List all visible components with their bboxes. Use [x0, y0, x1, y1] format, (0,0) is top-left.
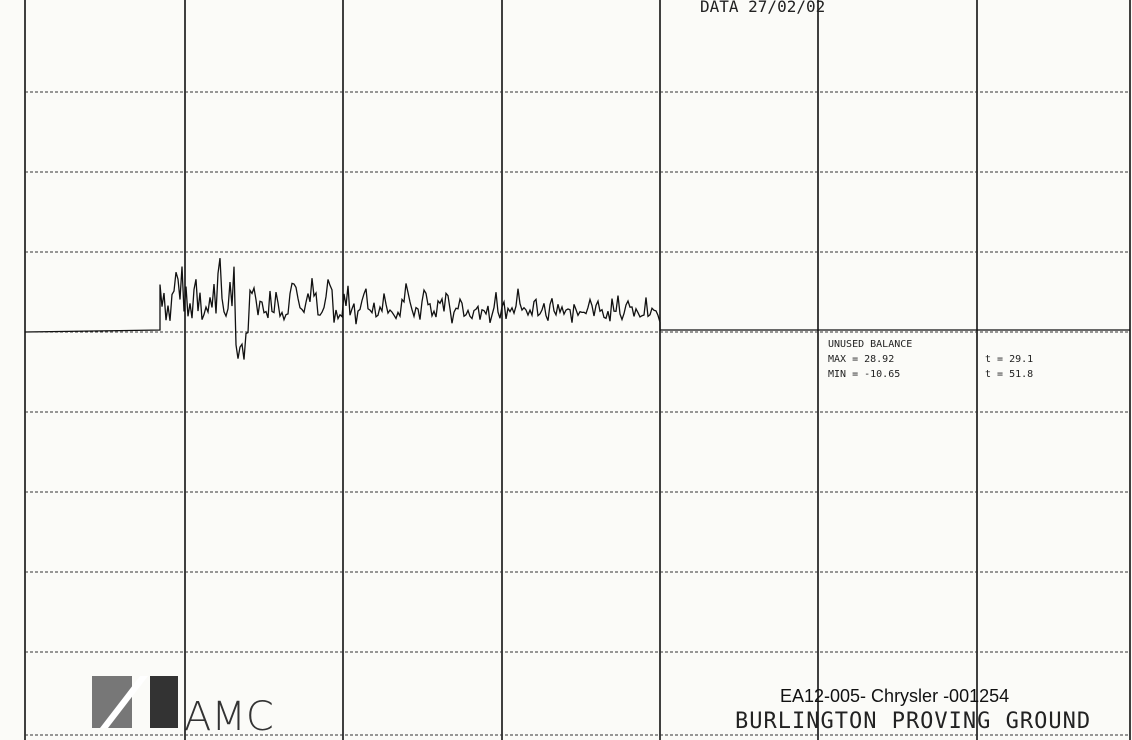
logo-text: AMC: [184, 694, 274, 740]
readout-min: MIN = -10.65: [828, 369, 900, 380]
readout-time-min: t = 51.8: [985, 369, 1033, 380]
readout-time-max: t = 29.1: [985, 354, 1033, 365]
facility-name: BURLINGTON PROVING GROUND: [735, 709, 1091, 734]
document-stamp: EA12-005- Chrysler -001254: [780, 686, 1009, 706]
waveform: [24, 258, 1130, 360]
logo-mark: [92, 676, 178, 728]
grid: [24, 0, 1131, 740]
readout-label: UNUSED BALANCE: [828, 339, 912, 350]
readout-max: MAX = 28.92: [828, 354, 894, 365]
header-date: DATA 27/02/02: [700, 0, 825, 16]
